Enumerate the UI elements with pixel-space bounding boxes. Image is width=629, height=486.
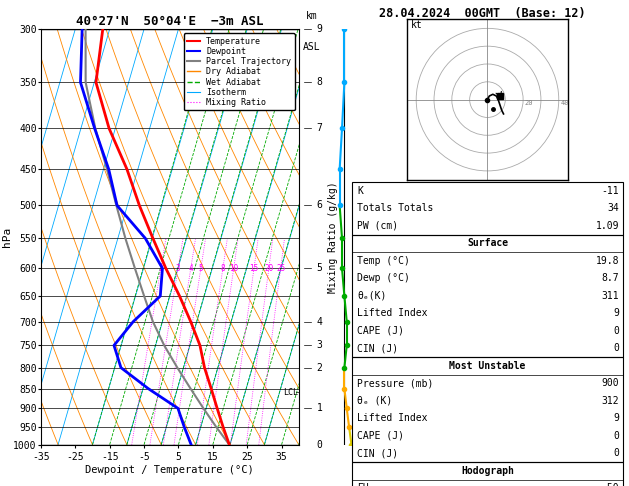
Text: -11: -11 xyxy=(601,186,619,196)
Text: 20: 20 xyxy=(525,100,533,106)
Text: 25: 25 xyxy=(276,264,285,273)
Text: 0: 0 xyxy=(613,326,619,336)
Text: 8: 8 xyxy=(221,264,225,273)
Text: 1: 1 xyxy=(316,403,322,413)
Legend: Temperature, Dewpoint, Parcel Trajectory, Dry Adiabat, Wet Adiabat, Isotherm, Mi: Temperature, Dewpoint, Parcel Trajectory… xyxy=(184,34,294,110)
Text: 1.09: 1.09 xyxy=(596,221,619,231)
Title: 40°27'N  50°04'E  −3m ASL: 40°27'N 50°04'E −3m ASL xyxy=(76,15,264,28)
Text: 28.04.2024  00GMT  (Base: 12): 28.04.2024 00GMT (Base: 12) xyxy=(379,7,586,20)
Text: 3: 3 xyxy=(316,340,322,350)
Text: -50: -50 xyxy=(601,484,619,486)
Text: CIN (J): CIN (J) xyxy=(357,449,398,458)
Text: Pressure (mb): Pressure (mb) xyxy=(357,379,433,388)
Text: 5: 5 xyxy=(199,264,203,273)
Text: 34: 34 xyxy=(607,204,619,213)
Text: K: K xyxy=(357,186,363,196)
Text: 0: 0 xyxy=(316,440,322,450)
Text: Hodograph: Hodograph xyxy=(461,466,514,476)
Text: θₑ(K): θₑ(K) xyxy=(357,291,387,301)
Text: 15: 15 xyxy=(249,264,259,273)
Text: Surface: Surface xyxy=(467,239,508,248)
Text: 0: 0 xyxy=(613,431,619,441)
Text: PW (cm): PW (cm) xyxy=(357,221,398,231)
Text: 2: 2 xyxy=(316,363,322,373)
Text: Lifted Index: Lifted Index xyxy=(357,309,428,318)
Text: 9: 9 xyxy=(316,24,322,34)
Text: 8: 8 xyxy=(316,77,322,87)
Text: 2: 2 xyxy=(159,264,163,273)
Y-axis label: hPa: hPa xyxy=(2,227,12,247)
Text: 6: 6 xyxy=(316,200,322,210)
Text: km: km xyxy=(306,11,317,21)
Text: 312: 312 xyxy=(601,396,619,406)
Text: 0: 0 xyxy=(613,449,619,458)
Text: 10: 10 xyxy=(229,264,238,273)
Text: 19.8: 19.8 xyxy=(596,256,619,266)
Text: Dewp (°C): Dewp (°C) xyxy=(357,274,410,283)
Text: Temp (°C): Temp (°C) xyxy=(357,256,410,266)
Text: Totals Totals: Totals Totals xyxy=(357,204,433,213)
Text: Lifted Index: Lifted Index xyxy=(357,414,428,423)
Text: 40: 40 xyxy=(560,100,569,106)
Text: 4: 4 xyxy=(316,316,322,327)
Text: 9: 9 xyxy=(613,309,619,318)
X-axis label: Dewpoint / Temperature (°C): Dewpoint / Temperature (°C) xyxy=(86,465,254,475)
Text: CIN (J): CIN (J) xyxy=(357,344,398,353)
Text: CAPE (J): CAPE (J) xyxy=(357,326,404,336)
Text: 0: 0 xyxy=(613,344,619,353)
Text: 20: 20 xyxy=(264,264,274,273)
Text: CAPE (J): CAPE (J) xyxy=(357,431,404,441)
Text: Most Unstable: Most Unstable xyxy=(449,361,526,371)
Text: Mixing Ratio (g/kg): Mixing Ratio (g/kg) xyxy=(328,181,338,293)
Text: 900: 900 xyxy=(601,379,619,388)
Text: 4: 4 xyxy=(189,264,193,273)
Text: 8.7: 8.7 xyxy=(601,274,619,283)
Text: 9: 9 xyxy=(613,414,619,423)
Text: θₑ (K): θₑ (K) xyxy=(357,396,392,406)
Text: LCL: LCL xyxy=(283,388,298,397)
Text: kt: kt xyxy=(411,20,423,30)
Text: 5: 5 xyxy=(316,263,322,274)
Text: 3: 3 xyxy=(175,264,181,273)
Text: 311: 311 xyxy=(601,291,619,301)
Text: ASL: ASL xyxy=(303,42,320,52)
Text: EH: EH xyxy=(357,484,369,486)
Text: 7: 7 xyxy=(316,123,322,134)
